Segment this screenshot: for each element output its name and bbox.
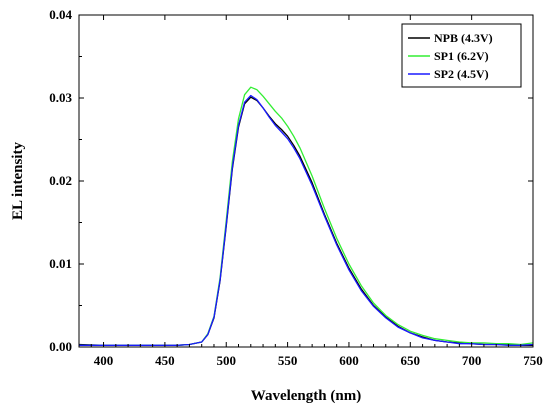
y-tick-label: 0.02 [49,173,72,188]
legend-label-sp1: SP1 (6.2V) [434,49,489,63]
x-tick-label: 700 [462,353,482,368]
series-line-2 [79,86,534,346]
y-axis-title: EL intensity [10,142,26,220]
y-tick-label: 0.01 [49,256,72,271]
series-line-1 [78,96,533,346]
x-tick-label: 400 [94,353,114,368]
y-tick-label: 0.00 [49,339,72,354]
x-tick-label: 600 [339,353,359,368]
x-tick-label: 550 [278,353,298,368]
series-layer [78,86,534,346]
legend: NPB (4.3V) SP1 (6.2V) SP2 (4.5V) [401,23,522,88]
x-tick-label: 500 [216,353,236,368]
y-tick-label: 0.04 [49,7,72,22]
y-tick-label: 0.03 [49,90,72,105]
x-axis-title: Wavelength (nm) [251,388,361,404]
legend-label-npb: NPB (4.3V) [434,31,493,45]
x-tick-label: 750 [523,353,543,368]
tick-labels-layer: 400 450 500 550 600 650 700 750 0.00 0.01 0.02 0.03… [49,7,543,368]
series-line-3 [79,94,534,346]
ticks-layer [78,14,534,348]
x-tick-label: 650 [401,353,421,368]
legend-label-sp2: SP2 (4.5V) [434,67,489,81]
x-tick-label: 450 [155,353,175,368]
